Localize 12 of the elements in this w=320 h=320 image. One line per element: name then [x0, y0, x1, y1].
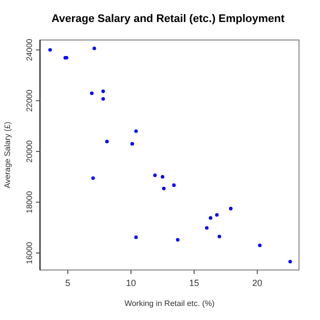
y-tick-label: 22000	[25, 89, 34, 112]
x-tick-label: 10	[126, 278, 136, 288]
x-tick-label: 15	[189, 278, 200, 288]
x-tick-label: 20	[252, 278, 262, 288]
y-axis-title: Average Salary (£)	[3, 121, 12, 188]
y-tick-label: 20000	[25, 140, 34, 163]
y-tick-label: 16000	[25, 241, 34, 264]
x-tick-label: 5	[65, 278, 70, 288]
y-tick-label: 18000	[25, 190, 34, 214]
chart-title: Average Salary and Retail (etc.) Employment	[51, 13, 285, 25]
x-axis-title: Working in Retail etc. (%)	[124, 299, 215, 308]
y-tick-label: 24000	[25, 38, 34, 62]
